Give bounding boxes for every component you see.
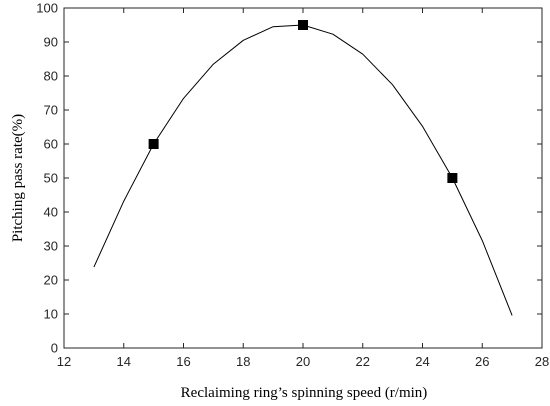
series	[93, 20, 513, 316]
ticks: 12 14 16 18 20 22 24 26 28 0 10 20 30 40 50 60 70 80 90 100	[36, 1, 549, 370]
y-tick-label: 60	[44, 137, 58, 152]
x-tick-label: 18	[236, 354, 250, 369]
y-tick-label: 40	[44, 205, 58, 220]
data-point-marker	[298, 20, 308, 30]
y-axis-label: Pitching pass rate(%)	[10, 114, 26, 242]
x-tick-label: 14	[117, 354, 131, 369]
x-tick-label: 12	[57, 354, 71, 369]
data-point-marker	[447, 173, 458, 183]
y-tick-label: 30	[44, 239, 58, 254]
y-tick-label: 80	[44, 69, 58, 84]
x-axis-label: Reclaiming ring’s spinning speed (r/min)	[181, 385, 428, 401]
x-tick-label: 20	[296, 354, 310, 369]
y-tick-label: 70	[44, 103, 58, 118]
x-tick-label: 16	[176, 354, 190, 369]
x-tick-label: 28	[535, 354, 549, 369]
y-tick-label: 100	[36, 1, 58, 16]
curve-line	[93, 24, 513, 316]
x-tick-label: 26	[475, 354, 489, 369]
x-tick-label: 24	[415, 354, 429, 369]
y-tick-label: 20	[44, 273, 58, 288]
y-tick-label: 90	[44, 35, 58, 50]
data-point-marker	[148, 139, 159, 149]
y-tick-label: 50	[44, 171, 58, 186]
y-tick-label: 0	[51, 341, 58, 356]
y-tick-label: 10	[44, 307, 58, 322]
x-tick-label: 22	[356, 354, 370, 369]
